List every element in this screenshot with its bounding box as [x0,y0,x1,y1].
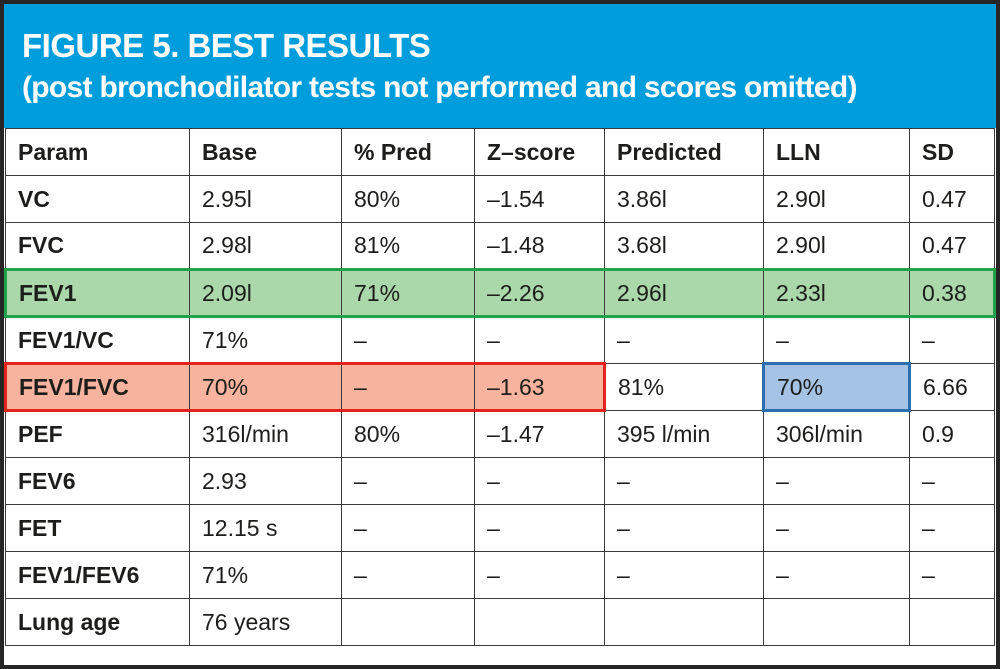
cell: 3.86l [604,175,764,223]
table-row-fev1-fvc-highlighted: FEV1/FVC 70% – –1.63 81% 70% 6.66 [4,362,995,412]
cell: – [763,551,910,599]
figure-title-banner: FIGURE 5. BEST RESULTS (post bronchodila… [4,4,996,128]
column-header-predicted: Predicted [604,128,764,176]
cell: 306l/min [763,410,910,458]
header-row: Param Base % Pred Z–score Predicted LLN … [5,128,995,176]
cell: 2.90l [763,175,910,223]
param-cell: FEV1/FVC [4,362,190,412]
cell: – [909,316,995,364]
cell: – [763,504,910,552]
cell: 70% [189,362,342,412]
cell: 0.47 [909,175,995,223]
cell: 6.66 [909,363,995,411]
param-cell: Lung age [5,598,190,646]
cell: 71% [189,316,342,364]
cell: – [474,504,605,552]
cell: 2.95l [189,175,342,223]
cell: –1.47 [474,410,605,458]
cell [763,598,910,646]
cell: 316l/min [189,410,342,458]
cell: 80% [341,410,475,458]
cell [909,598,995,646]
param-cell: FEV1/VC [5,316,190,364]
cell: 81% [341,222,475,270]
param-cell: FEV6 [5,457,190,505]
cell: – [341,551,475,599]
cell: – [909,504,995,552]
cell: – [341,316,475,364]
cell: – [474,316,605,364]
column-header-param: Param [5,128,190,176]
table-row-lung-age: Lung age 76 years [5,598,995,646]
cell-highlighted-blue: 70% [762,362,911,412]
cell: 0.9 [909,410,995,458]
cell: –1.48 [474,222,605,270]
param-cell: PEF [5,410,190,458]
column-header-lln: LLN [763,128,910,176]
cell: 71% [341,268,475,318]
column-header-base: Base [189,128,342,176]
table-row-fev6: FEV6 2.93 – – – – – [5,457,995,505]
cell: – [604,551,764,599]
param-cell: FEV1/FEV6 [5,551,190,599]
cell: –1.63 [474,362,606,412]
figure-subtitle: (post bronchodilator tests not performed… [22,70,857,104]
cell: –2.26 [474,268,605,318]
cell: – [604,504,764,552]
cell: 2.98l [189,222,342,270]
cell: – [341,457,475,505]
cell [474,598,605,646]
cell: – [763,316,910,364]
param-cell: FEV1 [4,268,190,318]
cell: – [763,457,910,505]
cell: 3.68l [604,222,764,270]
figure-title: FIGURE 5. BEST RESULTS [22,27,431,65]
table-row-fvc: FVC 2.98l 81% –1.48 3.68l 2.90l 0.47 [5,222,995,270]
cell: – [341,504,475,552]
cell: 81% [604,363,764,411]
table-row-vc: VC 2.95l 80% –1.54 3.86l 2.90l 0.47 [5,175,995,223]
table-row-fev1-vc: FEV1/VC 71% – – – – – [5,316,995,364]
cell: – [909,457,995,505]
cell: – [474,457,605,505]
table-row-fev1-fev6: FEV1/FEV6 71% – – – – – [5,551,995,599]
cell: 80% [341,175,475,223]
cell: 2.33l [763,268,910,318]
cell: 2.93 [189,457,342,505]
column-header-z-score: Z–score [474,128,605,176]
cell: 2.90l [763,222,910,270]
column-header-sd: SD [909,128,995,176]
cell: –1.54 [474,175,605,223]
cell: 71% [189,551,342,599]
param-cell: VC [5,175,190,223]
table-row-fev1-highlighted-green: FEV1 2.09l 71% –2.26 2.96l 2.33l 0.38 [4,268,996,318]
cell [604,598,764,646]
cell [341,598,475,646]
table-row-fet: FET 12.15 s – – – – – [5,504,995,552]
cell: – [604,316,764,364]
cell: – [604,457,764,505]
cell: 0.38 [909,268,996,318]
cell: 12.15 s [189,504,342,552]
cell: 395 l/min [604,410,764,458]
cell: 2.96l [604,268,764,318]
table-row-pef: PEF 316l/min 80% –1.47 395 l/min 306l/mi… [5,410,995,458]
column-header-pct-pred: % Pred [341,128,475,176]
cell: 0.47 [909,222,995,270]
cell: 2.09l [189,268,342,318]
cell: – [474,551,605,599]
results-table: Param Base % Pred Z–score Predicted LLN … [4,128,996,646]
param-cell: FET [5,504,190,552]
param-cell: FVC [5,222,190,270]
cell: 76 years [189,598,342,646]
cell: – [341,362,475,412]
cell: – [909,551,995,599]
